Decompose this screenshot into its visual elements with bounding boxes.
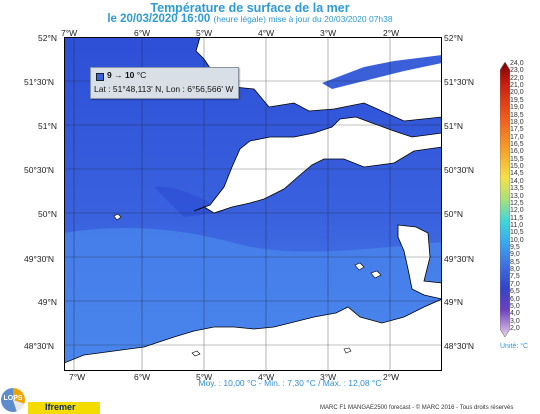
lat-label-right: 50°N [444,209,463,219]
lat-label-left: 49°30'N [24,254,55,264]
colorbar-tick-label: 2,0 [510,325,520,332]
stats-line: Moy. : 10,00 °C - Min. : 7,30 °C / Max. … [140,378,440,388]
colorbar-tick-label: 14,5 [510,170,524,178]
island-ushant [191,350,201,357]
lon-label-bottom: 4°W [258,372,275,382]
colorbar-tick-label: 11,0 [510,221,524,229]
colorbar-tick-label: 15,0 [510,163,524,171]
ifremer-logo-bar[interactable] [28,402,100,414]
tooltip-range: 9 → 10 [107,70,135,80]
colorbar-tick-label: 14,0 [510,177,524,185]
colorbar-tick-label: 8,5 [510,258,520,266]
stat-range: Min. : 7,30 °C / Max. : 12,08 °C [264,378,382,388]
ifremer-logo-text: Ifremer [45,402,76,412]
colorbar [500,62,510,337]
value-tooltip: 9 → 10 °C Lat : 51°48,113' N, Lon : 6°56… [90,67,239,99]
lops-logo[interactable] [1,388,25,412]
colorbar-tick-label: 10,5 [510,229,524,237]
map-title: Température de surface de la mer [150,1,350,15]
colorbar-tick-label: 10,0 [510,236,524,244]
lat-label-right: 48°30'N [444,341,475,351]
colorbar-tick-label: 17,5 [510,126,524,134]
stat-mean: Moy. : 10,00 °C [198,378,257,388]
subtitle-note: (heure légale) mise à jour du 20/03/2020… [213,14,393,24]
lat-label-right: 51°30'N [444,77,475,87]
lon-label-top: 7°W [61,28,78,38]
lon-label-bottom: 6°W [134,372,151,382]
island-jersey [370,270,382,279]
colorbar-tick-label: 23,0 [510,67,524,75]
tooltip-value: 9 → 10 °C [107,70,146,80]
lat-label-left: 52°N [38,33,57,43]
colorbar-tick-label: 6,5 [510,288,520,296]
colorbar-tick-label: 18,5 [510,111,524,119]
lat-label-right: 50°30'N [444,165,475,175]
lat-label-left: 49°N [38,297,57,307]
island-brittany-coast [343,347,352,354]
isles-of-scilly [113,213,122,221]
lat-label-left: 48°30'N [24,341,55,351]
copyright-footer: MARC F1 MANGAE2500 forecast - © MARC 201… [320,405,514,411]
colorbar-tick-label: 19,0 [510,104,524,112]
lon-label-bottom: 5°W [196,372,213,382]
colorbar-tick-label: 21,0 [510,82,524,90]
colorbar-tick-label: 16,5 [510,140,524,148]
colorbar-tick-label: 16,0 [510,148,524,156]
colorbar-tick-label: 8,0 [510,266,520,274]
colorbar-tick-label: 6,0 [510,295,520,303]
land-brittany [64,298,442,371]
lat-label-right: 49°N [444,297,463,307]
lon-label-top: 2°W [383,28,400,38]
island-guernsey [354,262,365,271]
lops-logo-text: LOPS [3,395,23,402]
tooltip-location: Lat : 51°48,113' N, Lon : 6°56,566' W [94,84,234,94]
colorbar-tick-label: 12,5 [510,199,524,207]
lat-label-right: 51°N [444,121,463,131]
lon-label-top: 4°W [258,28,275,38]
lat-label-left: 50°N [38,209,57,219]
colorbar-tick-label: 9,5 [510,244,520,252]
cool-water-patch [154,186,224,217]
land-sw-england [193,116,442,214]
colorbar-tick-label: 13,5 [510,185,524,193]
subtitle-date: le 20/03/2020 16:00 [107,13,211,25]
land-cotentin [397,224,442,300]
lat-label-left: 51°30'N [24,77,55,87]
tooltip-color-swatch [96,73,104,81]
lat-label-right: 49°30'N [444,254,475,264]
lon-label-bottom: 7°W [69,372,86,382]
lon-label-top: 5°W [196,28,213,38]
lon-label-bottom: 3°W [320,372,337,382]
colorbar-tick-label: 4,0 [510,310,520,318]
colorbar-tick-label: 24,0 [510,60,524,67]
colorbar-tick-label: 13,0 [510,192,524,200]
lon-label-bottom: 2°W [383,372,400,382]
lat-label-left: 51°N [38,121,57,131]
colorbar-tick-label: 5,0 [510,302,520,310]
map-frame [64,37,442,371]
colorbar-tick-label: 12,0 [510,207,524,215]
colorbar-tick-label: 18,0 [510,118,524,126]
lat-label-left: 50°30'N [24,165,55,175]
colorbar-tick-label: 3,0 [510,317,520,325]
lon-label-top: 6°W [134,28,151,38]
land-wales [195,37,442,122]
lon-label-top: 3°W [320,28,337,38]
colorbar-tick-label: 7,0 [510,280,520,288]
colorbar-unit: Unité: °C [500,343,529,350]
stat-sep: - [258,378,265,388]
bristol-channel [322,55,442,89]
tooltip-unit: °C [136,70,147,80]
colorbar-tick-label: 11,5 [510,214,524,222]
colorbar-tick-label: 15,5 [510,155,524,163]
colorbar-tick-label: 9,0 [510,251,520,259]
colorbar-tick-label: 22,0 [510,74,524,82]
colorbar-tick-label: 7,5 [510,273,520,281]
colorbar-tick-label: 17,0 [510,133,524,141]
map-subtitle: le 20/03/2020 16:00 (heure légale) mise … [0,13,500,25]
lat-label-right: 52°N [444,33,463,43]
colorbar-tick-label: 20,0 [510,89,524,97]
colorbar-tick-label: 19,5 [510,96,524,104]
